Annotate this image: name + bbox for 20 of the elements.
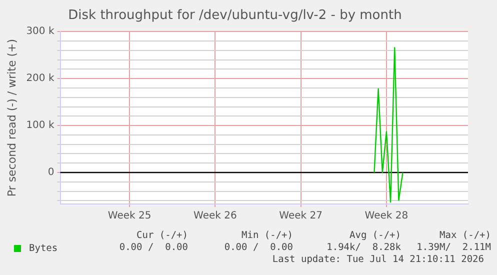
y-axis-title: Pr second read (-) / write (+) [5,38,18,197]
text: 0.00 / 0.00 [118,242,188,254]
x-tick-label: Week 26 [194,210,237,222]
text: Last update: Tue Jul 14 21:10:11 2026 [271,254,484,265]
x-tick-label: Week 25 [108,210,152,222]
text: Avg (-/+) [348,230,401,242]
text: Max (-/+) [438,230,491,242]
text: Min (-/+) [240,230,293,242]
y-tick-label: 300 k [26,26,54,38]
text: 1.94k/ 8.28k [326,242,401,254]
y-tick-label: 0 [48,167,54,178]
x-tick-label: Week 28 [364,210,408,222]
y-tick-label: 200 k [26,73,54,84]
chart-title: Disk throughput for /dev/ubuntu-vg/lv-2 - by month [68,8,402,24]
x-tick-label: Week 27 [279,210,322,222]
text: 0.00 / 0.00 [223,242,293,254]
text: Cur (-/+) [136,230,188,242]
y-tick-label: 100 k [26,120,54,132]
text: 1.39M/ 2.11M [416,242,491,254]
legend-label: Bytes [28,242,59,254]
